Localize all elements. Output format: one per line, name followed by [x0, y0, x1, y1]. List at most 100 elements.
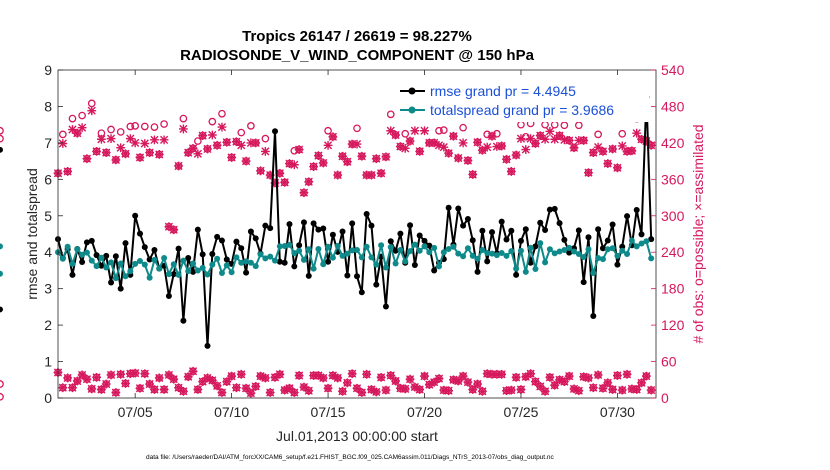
y2-tick-label: 60 [661, 354, 677, 370]
obs-assimilated-marker [376, 168, 386, 178]
obs-assimilated-marker [116, 143, 126, 153]
totalspread-series-point [161, 255, 168, 262]
obs-count-layer [0, 100, 656, 401]
obs-assimilated-low-marker [97, 385, 106, 394]
obs-assimilated-low-marker [304, 386, 314, 396]
totalspread-series-point [165, 271, 172, 278]
obs-possible-marker [386, 110, 395, 119]
obs-assimilated-marker [598, 146, 608, 156]
rmse-series-point [638, 231, 645, 238]
rmse-series-point [455, 205, 462, 212]
obs-possible-low-marker [0, 392, 4, 401]
obs-assimilated-low-marker [150, 385, 159, 394]
obs-assimilated-low-marker [130, 368, 140, 378]
totalspread-series-point [585, 246, 592, 253]
rmse-series-point [300, 219, 307, 226]
obs-assimilated-low-marker [434, 374, 444, 383]
totalspread-series-point [363, 243, 370, 250]
totalspread-series-point [392, 260, 399, 267]
totalspread-series-point [489, 250, 496, 257]
obs-assimilated-low-marker [627, 384, 637, 394]
totalspread-series-point [339, 252, 346, 259]
obs-assimilated-low-marker [453, 376, 463, 386]
obs-assimilated-low-marker [222, 377, 232, 386]
obs-assimilated-low-marker [559, 377, 569, 386]
obs-assimilated-marker [502, 154, 511, 164]
obs-possible-marker [107, 125, 115, 134]
rmse-series-point [136, 230, 143, 237]
legend-rmse-marker [408, 87, 416, 95]
rmse-series-point [580, 279, 587, 286]
obs-assimilated-marker [328, 132, 338, 142]
obs-assimilated-marker [646, 140, 656, 150]
chart-subtitle: RADIOSONDE_V_WIND_COMPONENT @ 150 hPa [180, 47, 535, 64]
obs-assimilated-low-marker [550, 380, 560, 390]
obs-assimilated-marker [559, 135, 569, 145]
obs-assimilated-low-marker [415, 385, 425, 394]
obs-assimilated-low-marker [468, 385, 478, 394]
y-tick-label: 1 [44, 354, 52, 370]
obs-assimilated-low-marker [145, 379, 155, 389]
totalspread-series-point [619, 247, 626, 254]
rmse-series-point [214, 233, 221, 240]
obs-assimilated-marker [637, 134, 646, 144]
obs-assimilated-marker [608, 144, 617, 154]
rmse-series-point [122, 240, 129, 247]
obs-possible-marker [401, 129, 410, 138]
totalspread-series-point [233, 254, 240, 261]
obs-possible-marker [150, 123, 159, 131]
rmse-series-point [368, 222, 375, 229]
totalspread-series-point [450, 243, 457, 250]
obs-assimilated-low-marker [424, 380, 434, 390]
y2-tick-label: 300 [661, 208, 685, 224]
obs-assimilated-low-marker [318, 373, 328, 383]
rmse-series-point [93, 252, 100, 259]
obs-assimilated-low-marker [497, 369, 507, 379]
obs-assimilated-marker [492, 142, 502, 151]
obs-assimilated-low-marker [362, 369, 372, 379]
obs-assimilated-low-marker [531, 377, 540, 386]
totalspread-series-point [272, 257, 279, 264]
totalspread-series-point [479, 247, 486, 254]
rmse-series-point [151, 247, 158, 254]
obs-assimilated-marker [318, 158, 328, 168]
totalspread-series-point [561, 247, 568, 254]
rmse-series-point [585, 234, 592, 241]
totalspread-series-point [214, 255, 221, 262]
totalspread-series-point [407, 248, 414, 255]
totalspread-series-point [175, 271, 182, 278]
obs-assimilated-low-marker [241, 383, 251, 393]
obs-assimilated-marker [314, 151, 323, 161]
obs-assimilated-marker [535, 131, 545, 140]
obs-assimilated-marker [77, 123, 87, 133]
rmse-series-point [421, 237, 428, 244]
obs-assimilated-marker [260, 146, 270, 156]
legend-box [395, 78, 649, 122]
rmse-series-point [604, 237, 611, 244]
obs-assimilated-marker [140, 139, 150, 148]
obs-assimilated-low-marker [116, 369, 126, 379]
rmse-series-point [648, 236, 655, 243]
obs-assimilated-low-marker [314, 371, 323, 380]
totalspread-series-point [445, 245, 452, 252]
rmse-series-point [527, 259, 534, 266]
obs-possible-marker [68, 114, 77, 123]
totalspread-series-point [373, 261, 380, 268]
obs-assimilated-low-marker [598, 383, 608, 393]
totalspread-series-point [276, 243, 283, 250]
totalspread-series-point [522, 268, 529, 275]
rmse-series-point [281, 259, 288, 266]
obs-possible-marker [353, 124, 361, 133]
obs-assimilated-marker [579, 136, 589, 145]
obs-assimilated-low-marker [111, 388, 121, 397]
obs-assimilated-marker [236, 140, 246, 150]
obs-assimilated-marker [371, 154, 381, 164]
obs-assimilated-low-marker [178, 386, 188, 396]
totalspread-series-point [421, 243, 428, 250]
obs-assimilated-low-marker [429, 377, 439, 387]
rmse-series-point [117, 285, 124, 292]
obs-assimilated-marker [564, 136, 574, 145]
totalspread-series-point [112, 275, 119, 282]
obs-assimilated-low-marker [516, 385, 526, 394]
obs-possible-marker [194, 137, 202, 145]
